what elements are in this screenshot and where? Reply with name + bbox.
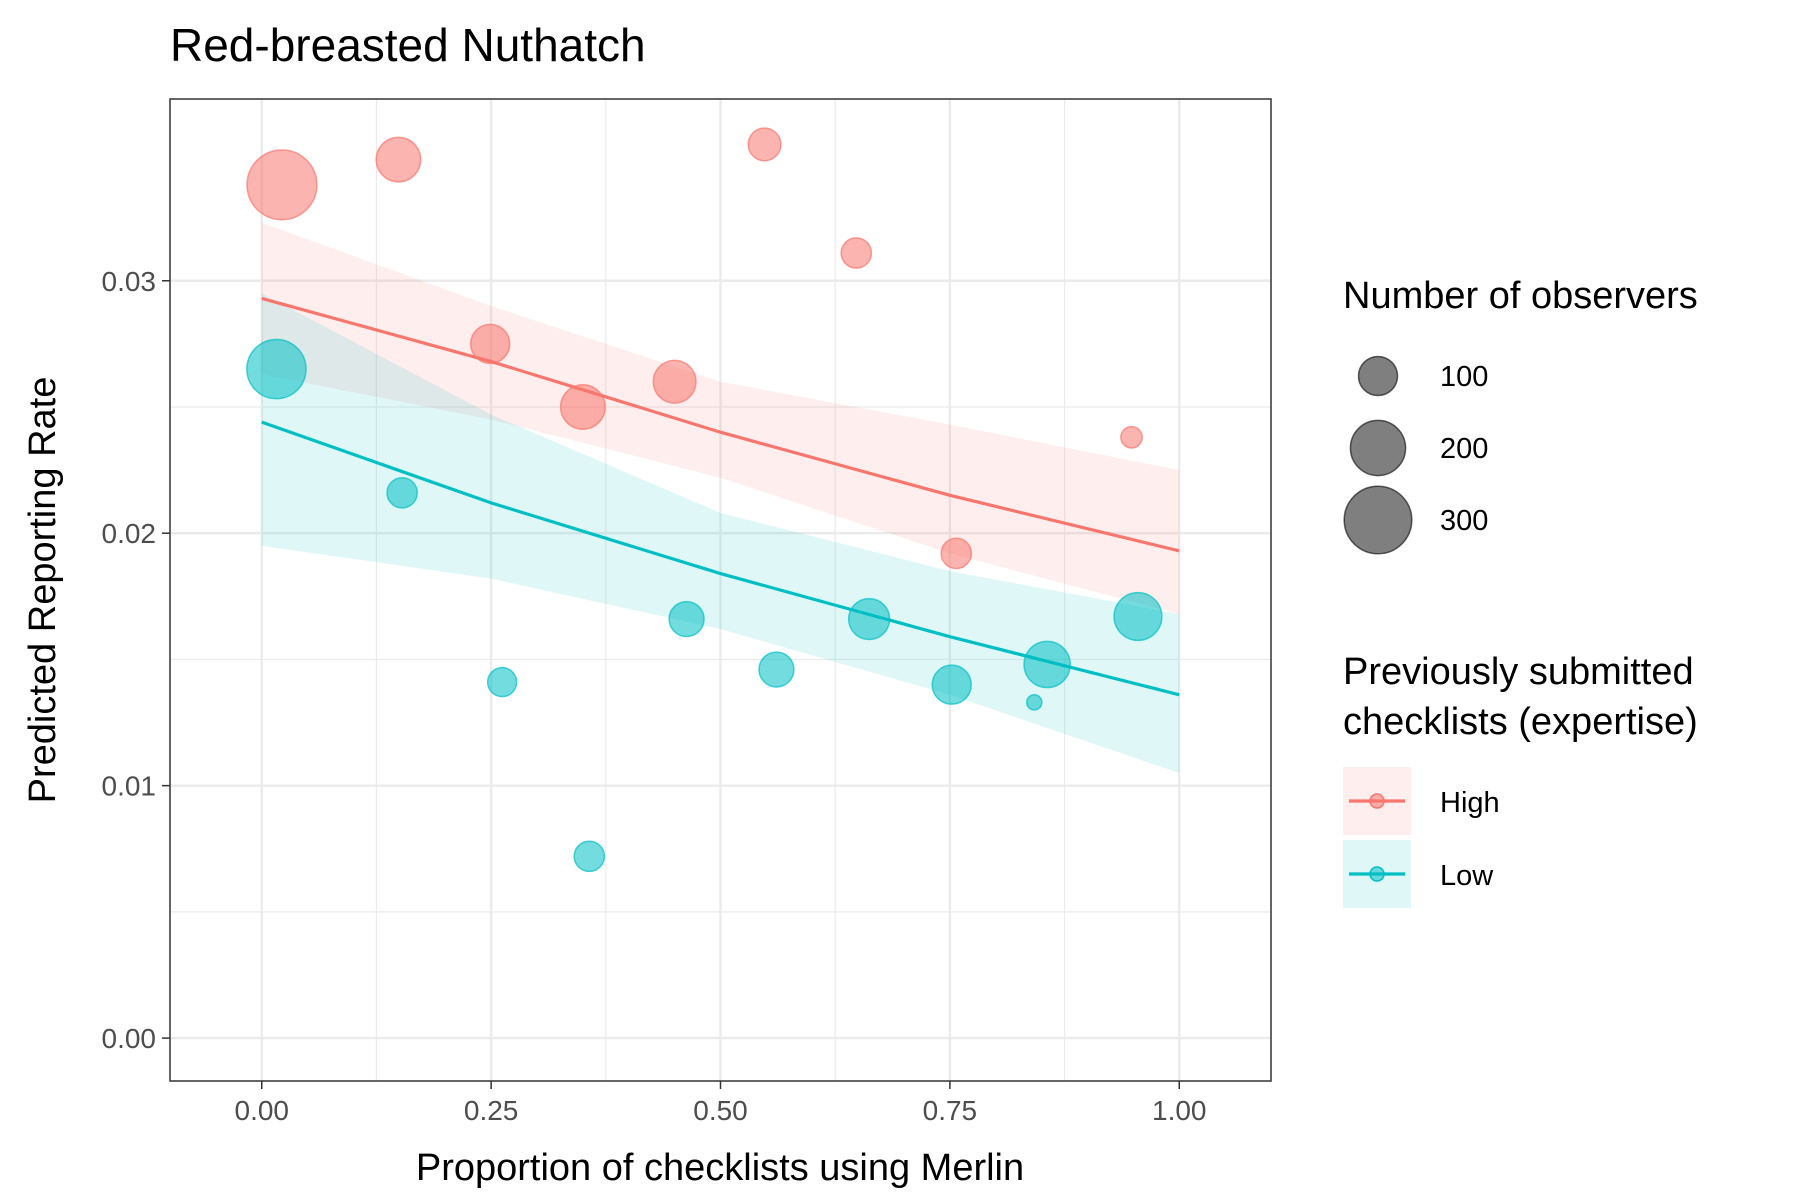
x-tick-label: 0.50 (693, 1095, 748, 1126)
size-legend-key-200 (1349, 419, 1407, 477)
color-legend-title-line-2: checklists (expertise) (1343, 701, 1698, 743)
data-points (246, 127, 1163, 873)
point-high (375, 136, 422, 183)
size-legend-key-300 (1343, 485, 1413, 555)
point-high (246, 149, 318, 221)
y-tick-label: 0.01 (102, 771, 157, 802)
x-tick-label: 0.75 (923, 1095, 978, 1126)
color-legend-point-low (1369, 866, 1385, 882)
color-legend-keys: High Low (1343, 767, 1500, 908)
y-axis: 0.00 0.01 0.02 0.03 (102, 266, 170, 1054)
confidence-band-low (261, 293, 1180, 774)
color-legend-label-low: Low (1440, 860, 1494, 892)
point-low (847, 597, 891, 641)
y-tick-label: 0.00 (102, 1023, 157, 1054)
point-high (747, 127, 782, 162)
point-high (469, 323, 511, 365)
size-legend-title: Number of observers (1343, 275, 1698, 317)
size-legend: Number of observers 100 200 300 (1343, 275, 1698, 555)
point-low (668, 600, 705, 638)
x-tick-label: 0.25 (464, 1095, 519, 1126)
y-axis-title: Predicted Reporting Rate (22, 377, 64, 804)
size-legend-label: 300 (1440, 505, 1488, 537)
point-low (573, 840, 606, 873)
point-low (486, 666, 518, 698)
size-legend-label: 200 (1440, 433, 1488, 465)
color-legend-title-line-1: Previously submitted (1343, 651, 1694, 693)
grid (170, 99, 1271, 1081)
point-low (1023, 640, 1071, 689)
y-tick-label: 0.02 (102, 518, 157, 549)
point-low (1025, 694, 1043, 711)
chart-title: Red-breasted Nuthatch (170, 19, 646, 71)
size-legend-key-100 (1357, 355, 1399, 397)
color-legend-label-high: High (1440, 787, 1500, 819)
color-legend: Previously submitted checklists (experti… (1343, 651, 1698, 908)
size-legend-label: 100 (1440, 361, 1488, 393)
confidence-bands (261, 222, 1180, 774)
color-legend-point-high (1369, 793, 1385, 809)
point-low (246, 338, 307, 400)
point-low (1113, 591, 1163, 642)
point-low (758, 651, 795, 688)
point-high (559, 383, 606, 430)
point-low (386, 476, 418, 509)
x-tick-label: 1.00 (1152, 1095, 1207, 1126)
point-low (931, 664, 972, 705)
x-axis: 0.00 0.25 0.50 0.75 1.00 (235, 1081, 1207, 1126)
point-high (652, 359, 697, 404)
fit-line-high (261, 296, 1180, 553)
x-axis-title: Proportion of checklists using Merlin (416, 1147, 1024, 1189)
x-tick-label: 0.00 (235, 1095, 290, 1126)
y-tick-label: 0.03 (102, 266, 157, 297)
point-high (1120, 425, 1143, 449)
confidence-band-high (261, 222, 1180, 614)
point-high (940, 537, 973, 570)
point-high (840, 237, 873, 269)
size-legend-keys: 100 200 300 (1343, 355, 1488, 555)
